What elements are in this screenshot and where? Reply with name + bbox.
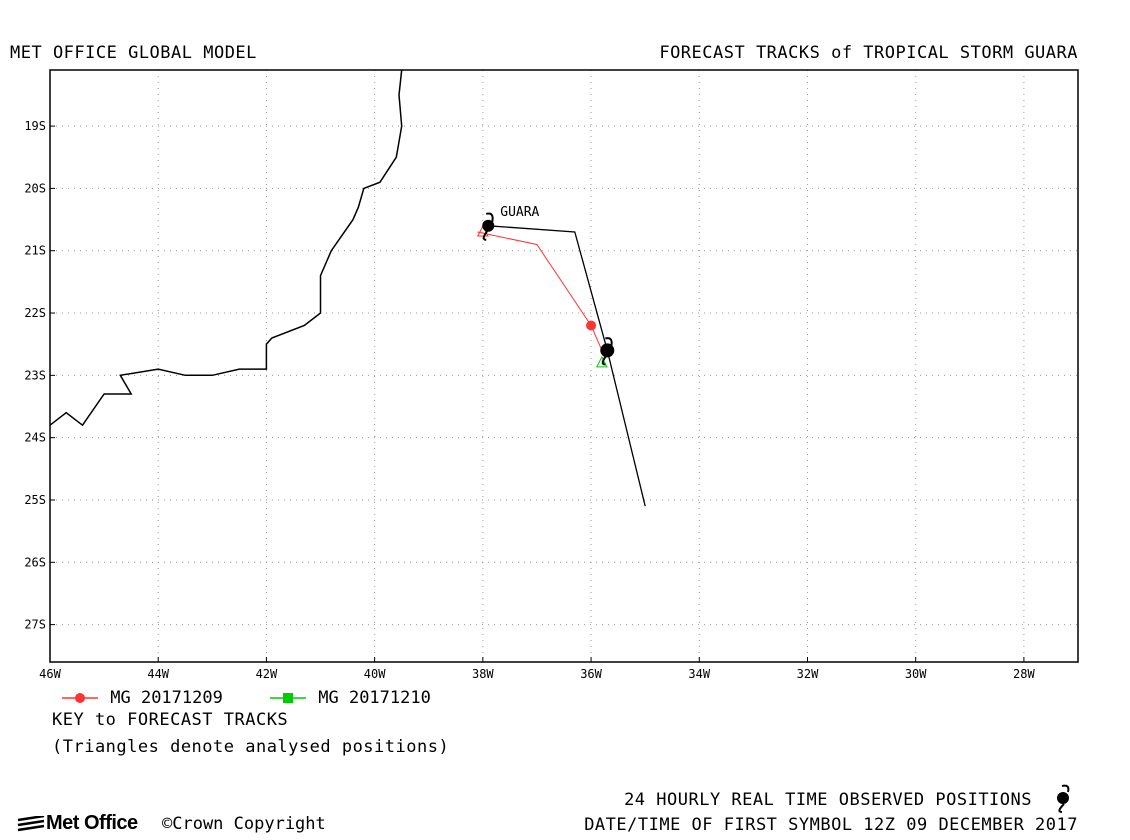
- x-tick-label: 46W: [39, 667, 61, 681]
- x-tick-label: 42W: [256, 667, 278, 681]
- met-office-logo: Met Office: [16, 812, 138, 835]
- title-left: MET OFFICE GLOBAL MODEL: [10, 43, 257, 63]
- x-tick-label: 36W: [580, 667, 602, 681]
- storm-symbol-center: [600, 343, 615, 358]
- legend-entry-2: MG 20171210: [268, 688, 431, 708]
- x-tick-label: 34W: [688, 667, 710, 681]
- plot-frame: [49, 69, 1079, 663]
- storm-symbol-center: [482, 219, 495, 232]
- y-tick-label: 23S: [24, 368, 46, 382]
- forecast-point: [586, 320, 597, 331]
- x-tick-label: 32W: [797, 667, 819, 681]
- coastline: [49, 69, 403, 427]
- y-tick-label: 24S: [24, 431, 46, 445]
- y-tick-label: 25S: [24, 493, 46, 507]
- observed-track-line: [488, 225, 646, 507]
- x-tick-label: 38W: [472, 667, 494, 681]
- met-office-logo-icon: [17, 814, 45, 831]
- storm-symbol-arm: [486, 212, 494, 222]
- observed-storm-symbol-icon: [1057, 784, 1070, 813]
- legend-label-1: MG 20171209: [110, 688, 223, 708]
- first-symbol-datetime: DATE/TIME OF FIRST SYMBOL 12Z 09 DECEMBE…: [584, 815, 1078, 835]
- x-tick-label: 44W: [147, 667, 169, 681]
- observed-storm-symbol: [482, 212, 495, 241]
- logo-text: Met Office: [46, 812, 138, 834]
- y-tick-label: 27S: [24, 618, 46, 632]
- title-right: FORECAST TRACKS of TROPICAL STORM GUARA: [659, 43, 1078, 63]
- y-tick-label: 21S: [24, 244, 46, 258]
- forecast-track-1: [477, 231, 603, 351]
- storm-symbol-arm: [482, 229, 490, 241]
- key-title: KEY to FORECAST TRACKS: [52, 710, 289, 730]
- key-note: (Triangles denote analysed positions): [52, 737, 450, 757]
- observed-storm-symbol: [600, 337, 615, 366]
- y-tick-label: 20S: [24, 181, 46, 195]
- y-tick-label: 19S: [24, 119, 46, 133]
- legend-entry-1: MG 20171209: [60, 688, 223, 708]
- legend-label-2: MG 20171210: [318, 688, 431, 708]
- x-tick-label: 30W: [905, 667, 927, 681]
- storm-symbol-arm: [601, 353, 609, 366]
- y-tick-label: 26S: [24, 555, 46, 569]
- observed-positions-text: 24 HOURLY REAL TIME OBSERVED POSITIONS: [624, 790, 1032, 810]
- analysed-triangle: [596, 355, 608, 368]
- y-tick-label: 22S: [24, 306, 46, 320]
- copyright-text: ©Crown Copyright: [162, 814, 326, 834]
- storm-name-label: GUARA: [500, 205, 539, 220]
- x-tick-label: 40W: [364, 667, 386, 681]
- x-tick-label: 28W: [1013, 667, 1035, 681]
